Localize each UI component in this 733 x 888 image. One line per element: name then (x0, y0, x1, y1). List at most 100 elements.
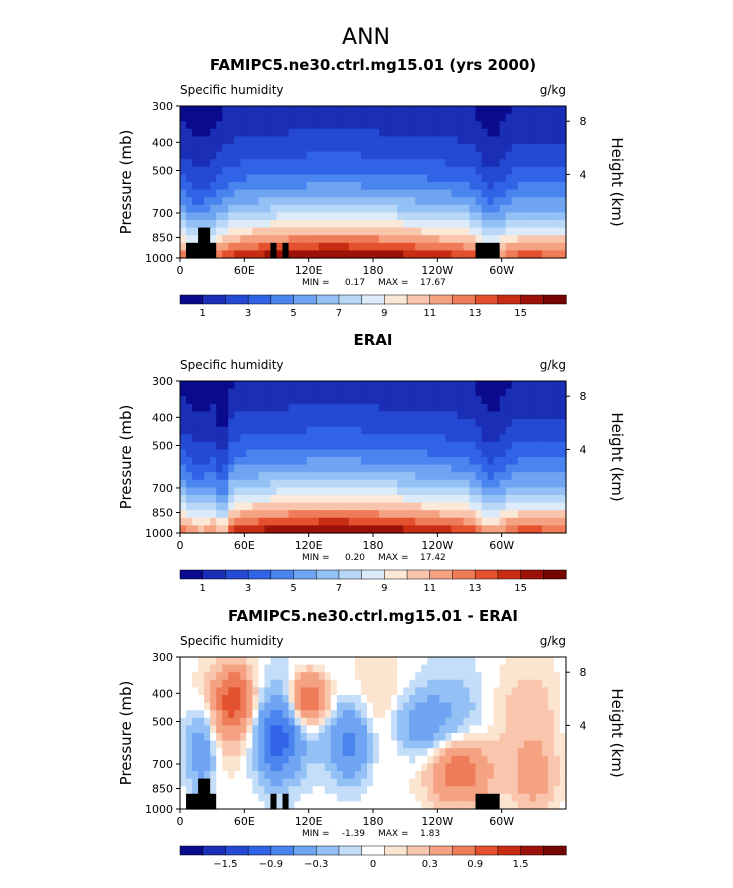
contour-cell (264, 457, 272, 466)
contour-cell (180, 657, 187, 666)
contour-cell (210, 695, 217, 704)
contour-cell (403, 403, 410, 412)
contour-cell (318, 472, 326, 481)
contour-cell (511, 159, 519, 168)
contour-cell (529, 121, 537, 130)
contour-cell (342, 457, 350, 466)
contour-cell (469, 687, 477, 696)
contour-cell (505, 242, 513, 251)
contour-cell (180, 227, 187, 236)
contour-cell (336, 695, 344, 704)
contour-cell (240, 197, 247, 206)
contour-cell (457, 733, 465, 742)
contour-cell (216, 748, 223, 757)
contour-cell (252, 449, 260, 458)
contour-cell (397, 197, 404, 206)
contour-cell (379, 479, 386, 488)
contour-cell (228, 740, 235, 749)
contour-cell (397, 472, 404, 481)
contour-cell (270, 426, 278, 435)
contour-cell (463, 159, 471, 168)
contour-cell (318, 250, 326, 259)
contour-cell (342, 801, 350, 810)
contour-cell (433, 472, 440, 481)
colorbar-swatch (179, 845, 204, 856)
contour-cell (258, 657, 266, 666)
contour-cell (300, 525, 308, 534)
contour-cell (264, 212, 272, 221)
contour-cell (204, 778, 211, 787)
contour-cell (342, 464, 350, 473)
contour-cell (252, 702, 260, 711)
colorbar-label: 9 (381, 308, 387, 319)
contour-cell (360, 235, 368, 244)
contour-cell (403, 479, 410, 488)
contour-cell (493, 748, 501, 757)
contour-cell (270, 778, 278, 787)
contour-cell (258, 128, 266, 137)
contour-cell (433, 136, 440, 145)
contour-cell (559, 725, 567, 734)
contour-cell (234, 189, 241, 198)
contour-cell (469, 197, 477, 206)
contour-cell (306, 472, 314, 481)
contour-cell (457, 702, 465, 711)
contour-cell (354, 525, 362, 534)
contour-cell (559, 106, 567, 115)
colorbar-swatch (474, 845, 499, 856)
contour-cell (300, 472, 308, 481)
contour-cell (324, 502, 332, 511)
contour-cell (529, 204, 537, 213)
contour-cell (547, 472, 555, 481)
contour-cell (439, 702, 446, 711)
contour-cell (282, 733, 290, 742)
contour-cell (318, 479, 326, 488)
contour-cell (391, 702, 398, 711)
contour-cell (270, 128, 278, 137)
contour-cell (300, 763, 308, 772)
contour-cell (276, 748, 284, 757)
contour-cell (300, 242, 308, 251)
contour-cell (469, 679, 477, 688)
contour-cell (559, 687, 567, 696)
contour-cell (487, 128, 495, 137)
contour-cell (553, 419, 561, 428)
contour-cell (469, 174, 477, 183)
contour-cell (282, 487, 290, 496)
contour-cell (451, 434, 459, 443)
contour-cell (306, 487, 314, 496)
contour-cell (505, 786, 513, 795)
contour-cell (348, 197, 356, 206)
contour-cell (403, 381, 410, 390)
contour-cell (246, 672, 253, 681)
contour-cell (403, 657, 410, 666)
contour-cell (216, 403, 223, 412)
contour-cell (228, 106, 235, 115)
contour-cell (511, 778, 519, 787)
colorbar-swatch (497, 569, 522, 580)
contour-cell (288, 426, 296, 435)
contour-cell (379, 136, 386, 145)
contour-cell (324, 144, 332, 153)
contour-cell (234, 672, 241, 681)
contour-cell (270, 786, 278, 795)
contour-cell (403, 793, 410, 802)
contour-cell (282, 136, 290, 145)
contour-cell (481, 212, 489, 221)
contour-cell (373, 502, 380, 511)
contour-cell (342, 411, 350, 420)
contour-cell (276, 525, 284, 534)
contour-cell (505, 664, 513, 673)
contour-cell (541, 510, 549, 519)
contour-cell (222, 242, 229, 251)
contour-cell (463, 174, 471, 183)
contour-cell (409, 121, 416, 130)
contour-cell (306, 204, 314, 213)
contour-cell (318, 664, 326, 673)
contour-cell (342, 702, 350, 711)
contour-cell (481, 426, 489, 435)
contour-cell (294, 151, 302, 160)
contour-cell (288, 144, 296, 153)
contour-cell (240, 128, 247, 137)
contour-cell (330, 725, 338, 734)
